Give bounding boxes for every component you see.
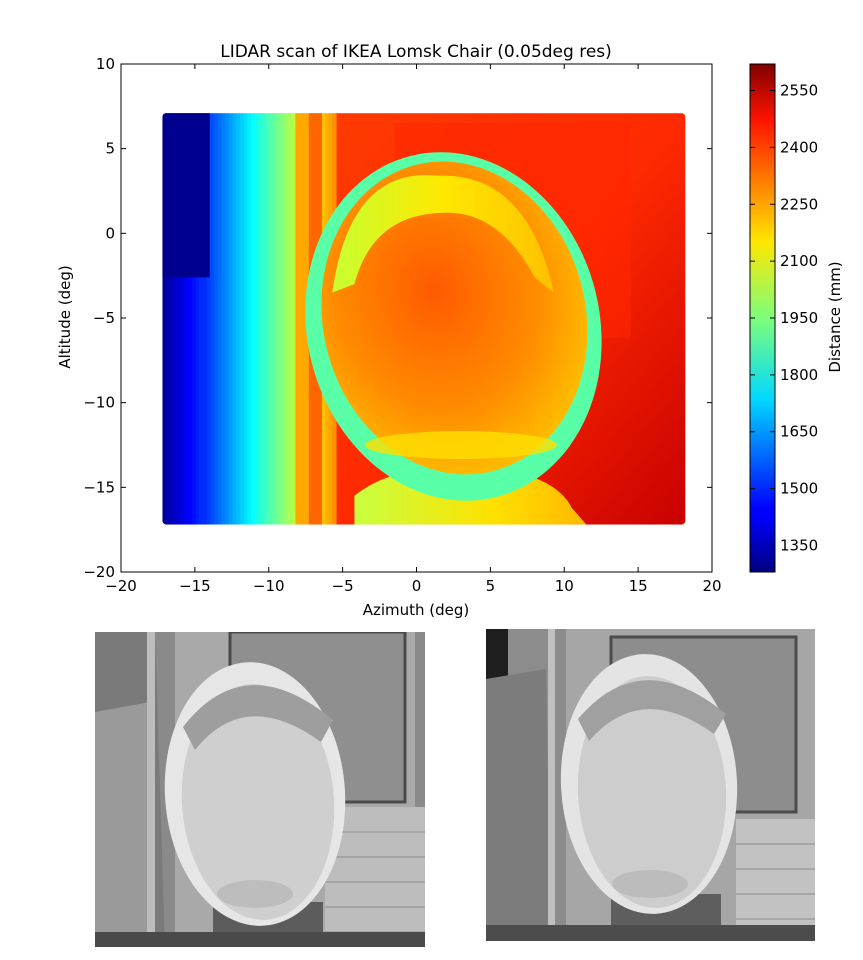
colorbar: 1350 1500 1650 1800 1950 2100 2250 2400 2550 Dis… (749, 63, 844, 573)
scan-strip (280, 113, 285, 525)
scan-strip (217, 113, 223, 525)
scan-strip (232, 113, 237, 525)
colorbar-tick-label: 1950 (780, 309, 818, 327)
lidar-scan-heatmap (162, 113, 686, 525)
y-tick-label: −5 (93, 309, 115, 327)
colorbar-tick-label: 2100 (780, 252, 818, 270)
x-tick-label: −20 (105, 577, 137, 595)
y-tick-label: 5 (105, 140, 115, 158)
scan-strip (287, 113, 293, 525)
y-axis-label: Altitude (deg) (56, 265, 74, 368)
scan-strip (262, 113, 267, 525)
y-tick-label: 0 (105, 224, 115, 242)
scan-strip (247, 113, 252, 525)
scan-strip (214, 113, 219, 525)
x-tick-label: −10 (253, 577, 285, 595)
scan-strip (166, 113, 171, 525)
scan-strip (169, 113, 175, 525)
scan-strip (284, 113, 289, 525)
scan-strip (228, 113, 234, 525)
colorbar-tick-label: 1350 (780, 536, 818, 554)
scan-strip (221, 113, 226, 525)
scan-strip (173, 113, 178, 525)
scan-strip (251, 113, 256, 525)
x-tick-label: 5 (486, 577, 496, 595)
colorbar-tick-label: 1500 (780, 480, 818, 498)
scan-strip (203, 113, 208, 525)
y-tick-label: 10 (96, 55, 115, 73)
door-post-region (295, 113, 309, 525)
scan-strip (243, 113, 248, 525)
scan-strip (177, 113, 182, 525)
scan-strip (195, 113, 200, 525)
y-tick-label: −20 (83, 563, 115, 581)
chair-seat-region (364, 431, 557, 459)
chair-photo-left (95, 632, 425, 947)
scan-strip (188, 113, 193, 525)
chair-shell-top-region (332, 175, 554, 293)
scan-strip (239, 113, 245, 525)
near-door-edge-region (162, 113, 210, 278)
scan-strip (210, 113, 215, 525)
x-tick-label: −15 (179, 577, 211, 595)
scan-strip (180, 113, 186, 525)
colorbar-tick-label: 2250 (780, 195, 818, 213)
colorbar-ticks: 1350 1500 1650 1800 1950 2100 2250 2400 2550 (750, 82, 818, 554)
x-axis-ticks: −20 −15 −10 −5 0 5 10 15 20 (105, 64, 722, 595)
scan-strip (269, 113, 274, 525)
chart-title: LIDAR scan of IKEA Lomsk Chair (0.05deg … (220, 42, 612, 62)
scan-strip (225, 113, 230, 525)
y-axis-ticks: −20 −15 −10 −5 0 5 10 (83, 55, 712, 581)
chair-photo-right (486, 629, 815, 941)
scan-strip (273, 113, 278, 525)
photo-right (486, 629, 815, 941)
x-tick-label: 20 (702, 577, 721, 595)
plot-area: −20 −15 −10 −5 0 5 10 15 20 −20 −15 −10 −5 0 5 10 (83, 55, 721, 595)
scan-strip (265, 113, 271, 525)
scan-strip (276, 113, 282, 525)
scan-strip (206, 113, 211, 525)
scan-strip (236, 113, 241, 525)
colorbar-tick-label: 1800 (780, 366, 818, 384)
y-tick-label: −15 (83, 478, 115, 496)
colorbar-tick-label: 2400 (780, 138, 818, 156)
x-axis-label: Azimuth (deg) (363, 601, 470, 619)
scan-strip (184, 113, 189, 525)
scan-strip (162, 113, 167, 525)
colorbar-tick-label: 1650 (780, 423, 818, 441)
scan-strip (254, 113, 260, 525)
x-tick-label: 15 (629, 577, 648, 595)
x-tick-label: 0 (412, 577, 422, 595)
lidar-figure: −20 −15 −10 −5 0 5 10 15 20 −20 −15 −10 −5 0 5 10 LIDA… (56, 42, 844, 619)
colorbar-label: Distance (mm) (826, 261, 844, 372)
scan-strip (199, 113, 204, 525)
scan-strip (258, 113, 263, 525)
colorbar-tick-label: 2550 (780, 82, 818, 100)
y-tick-label: −10 (83, 394, 115, 412)
x-tick-label: 10 (555, 577, 574, 595)
x-tick-label: −5 (332, 577, 354, 595)
scan-strip (191, 113, 197, 525)
photo-left (95, 632, 425, 947)
scan-strip (291, 113, 296, 525)
